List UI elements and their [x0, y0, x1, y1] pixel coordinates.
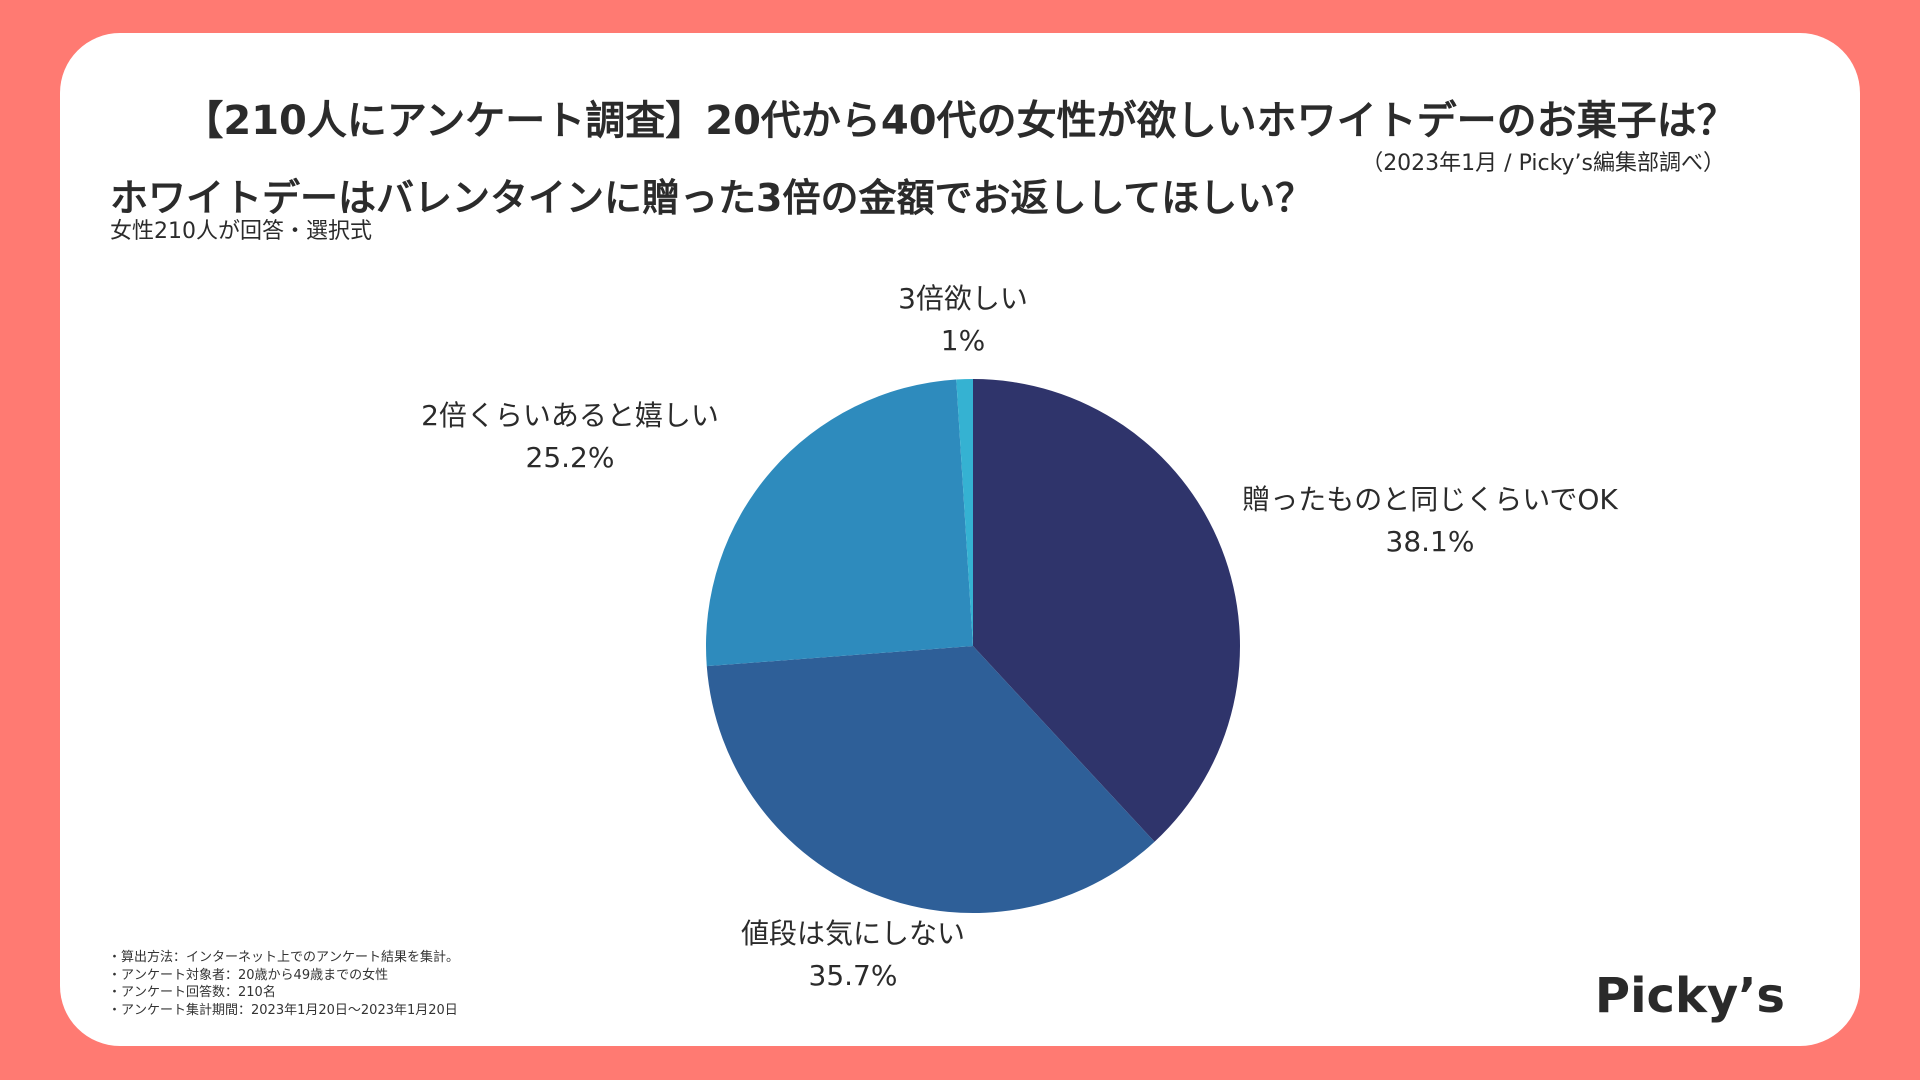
footnote-period: ・アンケート集計期間：2023年1月20日〜2023年1月20日 — [108, 1002, 458, 1018]
slice-label-same-amount: 贈ったものと同じくらいでOK 38.1% — [1242, 479, 1618, 563]
pie-slice-price-indifferent — [706, 646, 1155, 913]
slice-label-same-amount-value: 38.1% — [1385, 525, 1475, 558]
slice-label-price-indifferent-text: 値段は気にしない — [740, 917, 966, 950]
footnote-method: ・算出方法：インターネット上でのアンケート結果を集計。 — [108, 950, 460, 965]
brand-logo: Picky’s — [1594, 968, 1785, 1024]
slice-label-double: 2倍くらいあると嬉しい 25.2% — [421, 395, 719, 479]
slice-label-triple-text: 3倍欲しい — [898, 282, 1028, 315]
chart-card: 【210人にアンケート調査】20代から40代の女性が欲しいホワイトデーのお菓子は… — [60, 33, 1860, 1046]
pie-slice-triple — [956, 379, 973, 646]
chart-question: ホワイトデーはバレンタインに贈った3倍の金額でお返ししてほしい？ — [110, 176, 1314, 220]
slice-label-triple-value: 1% — [940, 324, 986, 357]
slice-label-double-value: 25.2% — [525, 441, 615, 474]
slice-label-price-indifferent: 値段は気にしない 35.7% — [741, 913, 965, 997]
respondent-note: 女性210人が回答・選択式 — [110, 219, 372, 244]
slice-label-triple: 3倍欲しい 1% — [898, 278, 1028, 362]
pie-chart — [705, 379, 1240, 913]
pie-slice-double — [705, 379, 973, 667]
footnote-target: ・アンケート対象者：20歳から49歳までの女性 — [108, 967, 389, 983]
source-note: （2023年1月 / Picky’s編集部調べ） — [1361, 151, 1725, 176]
footnote-count: ・アンケート回答数：210名 — [108, 985, 276, 1000]
footnotes: ・算出方法：インターネット上でのアンケート結果を集計。 ・アンケート対象者：20… — [108, 949, 459, 1019]
slice-label-price-indifferent-value: 35.7% — [808, 959, 898, 992]
slice-label-same-amount-text: 贈ったものと同じくらいでOK — [1242, 483, 1618, 516]
pie-slice-same-amount — [973, 379, 1240, 842]
page-title: 【210人にアンケート調査】20代から40代の女性が欲しいホワイトデーのお菓子は… — [183, 98, 1737, 144]
slice-label-double-text: 2倍くらいあると嬉しい — [421, 399, 719, 432]
